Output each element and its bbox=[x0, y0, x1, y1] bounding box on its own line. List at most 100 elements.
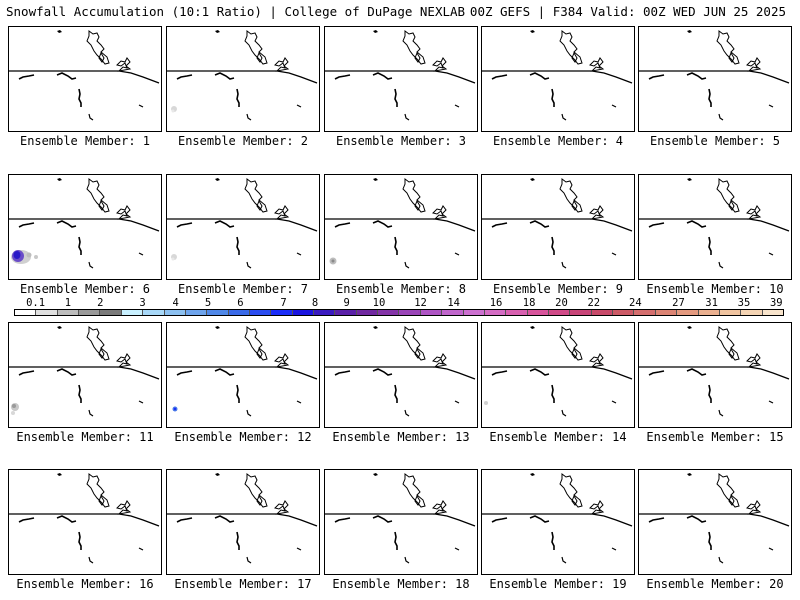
ensemble-member-label: Ensemble Member: 16 bbox=[16, 577, 154, 591]
ensemble-member-map bbox=[8, 174, 162, 280]
colorbar-tick-label: 31 bbox=[705, 297, 718, 309]
colorbar-swatch bbox=[79, 310, 101, 315]
map-outline bbox=[167, 473, 318, 564]
ensemble-member-map bbox=[324, 322, 478, 428]
colorbar-swatch bbox=[249, 310, 272, 315]
ensemble-member-label: Ensemble Member: 9 bbox=[492, 282, 624, 296]
colorbar-swatch bbox=[677, 310, 699, 315]
colorbar-swatch bbox=[314, 310, 336, 315]
colorbar-tick-label: 22 bbox=[587, 297, 601, 309]
ensemble-member-map bbox=[481, 322, 635, 428]
ensemble-member-label: Ensemble Member: 13 bbox=[332, 430, 470, 444]
ensemble-member-label: Ensemble Member: 3 bbox=[335, 134, 467, 148]
ensemble-member-label: Ensemble Member: 10 bbox=[646, 282, 784, 296]
map-outline bbox=[9, 473, 160, 564]
colorbar-swatch bbox=[271, 310, 293, 315]
map-outline bbox=[167, 326, 318, 417]
map-outline bbox=[325, 30, 476, 121]
colorbar-swatch bbox=[548, 310, 571, 315]
map-outline bbox=[167, 30, 318, 121]
colorbar-swatch bbox=[463, 310, 485, 315]
colorbar-tick-label: 35 bbox=[737, 297, 751, 309]
ensemble-member-label: Ensemble Member: 17 bbox=[174, 577, 312, 591]
ensemble-member-label: Ensemble Member: 6 bbox=[19, 282, 151, 296]
map-outline bbox=[9, 178, 160, 269]
colorbar-tick-label: 10 bbox=[372, 297, 386, 309]
ensemble-member-map bbox=[638, 174, 792, 280]
ensemble-member-label: Ensemble Member: 1 bbox=[19, 134, 151, 148]
map-outline bbox=[167, 178, 318, 269]
colorbar-swatch bbox=[399, 310, 421, 315]
colorbar-tick-label: 2 bbox=[97, 297, 104, 309]
ensemble-member-label: Ensemble Member: 8 bbox=[335, 282, 467, 296]
colorbar-swatch bbox=[356, 310, 379, 315]
colorbar-swatch bbox=[484, 310, 507, 315]
ensemble-member-map bbox=[8, 26, 162, 132]
colorbar-swatch bbox=[527, 310, 549, 315]
colorbar-swatch bbox=[719, 310, 742, 315]
colorbar-tick-label: 0.1 bbox=[26, 297, 46, 309]
colorbar-swatch bbox=[634, 310, 656, 315]
ensemble-member-map bbox=[166, 174, 320, 280]
map-outline bbox=[639, 178, 790, 269]
colorbar-tick-label: 7 bbox=[280, 297, 287, 309]
colorbar-tick-label: 16 bbox=[489, 297, 503, 309]
colorbar-swatch bbox=[442, 310, 464, 315]
colorbar-swatch bbox=[613, 310, 635, 315]
map-outline bbox=[639, 30, 790, 121]
ensemble-member-label: Ensemble Member: 19 bbox=[489, 577, 627, 591]
colorbar-tick-label: 6 bbox=[237, 297, 244, 309]
colorbar-tick-label: 4 bbox=[172, 297, 179, 309]
ensemble-member-map bbox=[638, 322, 792, 428]
colorbar-tick-label: 3 bbox=[139, 297, 146, 309]
colorbar-swatch bbox=[143, 310, 165, 315]
colorbar-tick-label: 24 bbox=[629, 297, 642, 309]
colorbar-swatch bbox=[36, 310, 58, 315]
ensemble-member-map bbox=[8, 322, 162, 428]
ensemble-member-label: Ensemble Member: 15 bbox=[646, 430, 784, 444]
ensemble-member-label: Ensemble Member: 12 bbox=[174, 430, 312, 444]
map-outline bbox=[9, 326, 160, 417]
ensemble-member-map bbox=[324, 469, 478, 575]
colorbar-swatch bbox=[207, 310, 229, 315]
map-outline bbox=[482, 326, 633, 417]
ensemble-member-map bbox=[324, 174, 478, 280]
map-outline bbox=[9, 30, 160, 121]
ensemble-member-map bbox=[8, 469, 162, 575]
colorbar-swatch bbox=[762, 310, 783, 315]
colorbar-swatch bbox=[506, 310, 528, 315]
ensemble-member-label: Ensemble Member: 2 bbox=[177, 134, 309, 148]
map-outline bbox=[482, 473, 633, 564]
map-outline bbox=[482, 178, 633, 269]
ensemble-member-label: Ensemble Member: 7 bbox=[177, 282, 309, 296]
colorbar-tick-label: 27 bbox=[672, 297, 685, 309]
colorbar-tick-label: 8 bbox=[311, 297, 319, 309]
colorbar-swatch bbox=[378, 310, 400, 315]
ensemble-member-map bbox=[166, 322, 320, 428]
colorbar-tick-label: 9 bbox=[343, 297, 350, 309]
ensemble-member-label: Ensemble Member: 4 bbox=[492, 134, 624, 148]
colorbar-tick-label: 20 bbox=[555, 297, 568, 309]
ensemble-member-label: Ensemble Member: 20 bbox=[646, 577, 784, 591]
colorbar-swatch bbox=[420, 310, 443, 315]
colorbar-tick-label: 18 bbox=[522, 297, 536, 309]
ensemble-member-map bbox=[481, 174, 635, 280]
ensemble-member-map bbox=[166, 469, 320, 575]
colorbar-swatch bbox=[121, 310, 144, 315]
map-outline bbox=[325, 473, 476, 564]
colorbar-tick-label: 12 bbox=[414, 297, 427, 309]
colorbar-swatch bbox=[655, 310, 678, 315]
colorbar-swatch bbox=[335, 310, 357, 315]
ensemble-member-map bbox=[638, 469, 792, 575]
ensemble-member-label: Ensemble Member: 14 bbox=[489, 430, 627, 444]
map-outline bbox=[639, 326, 790, 417]
map-title: Snowfall Accumulation (10:1 Ratio) | Col… bbox=[6, 4, 466, 19]
map-outline bbox=[482, 30, 633, 121]
map-outline bbox=[639, 473, 790, 564]
colorbar-swatch bbox=[292, 310, 315, 315]
colorbar-swatch bbox=[185, 310, 208, 315]
ensemble-member-map bbox=[324, 26, 478, 132]
map-outline bbox=[325, 326, 476, 417]
colorbar-swatch bbox=[741, 310, 763, 315]
colorbar-swatch bbox=[100, 310, 122, 315]
